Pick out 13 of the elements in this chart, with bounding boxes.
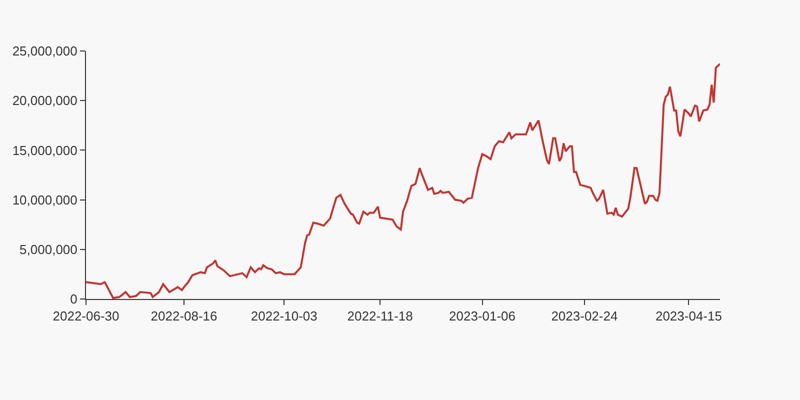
y-tick-label: 20,000,000 bbox=[12, 93, 78, 108]
x-tick-label: 2022-10-03 bbox=[250, 308, 318, 324]
x-tick-label: 2023-01-06 bbox=[449, 308, 516, 324]
y-tick-label: 10,000,000 bbox=[12, 192, 78, 208]
x-tick-label: 2022-06-30 bbox=[52, 308, 120, 324]
x-tick-label: 2023-04-15 bbox=[655, 308, 722, 324]
y-tick-label: 0 bbox=[70, 292, 78, 307]
x-tick-label: 2022-08-16 bbox=[150, 308, 218, 324]
y-tick-label: 5,000,000 bbox=[20, 242, 78, 257]
x-tick-label: 2023-02-24 bbox=[551, 308, 618, 324]
x-tick-label: 2022-11-18 bbox=[347, 308, 413, 324]
y-tick-label: 25,000,000 bbox=[12, 44, 78, 59]
y-tick-label: 15,000,000 bbox=[12, 142, 78, 158]
